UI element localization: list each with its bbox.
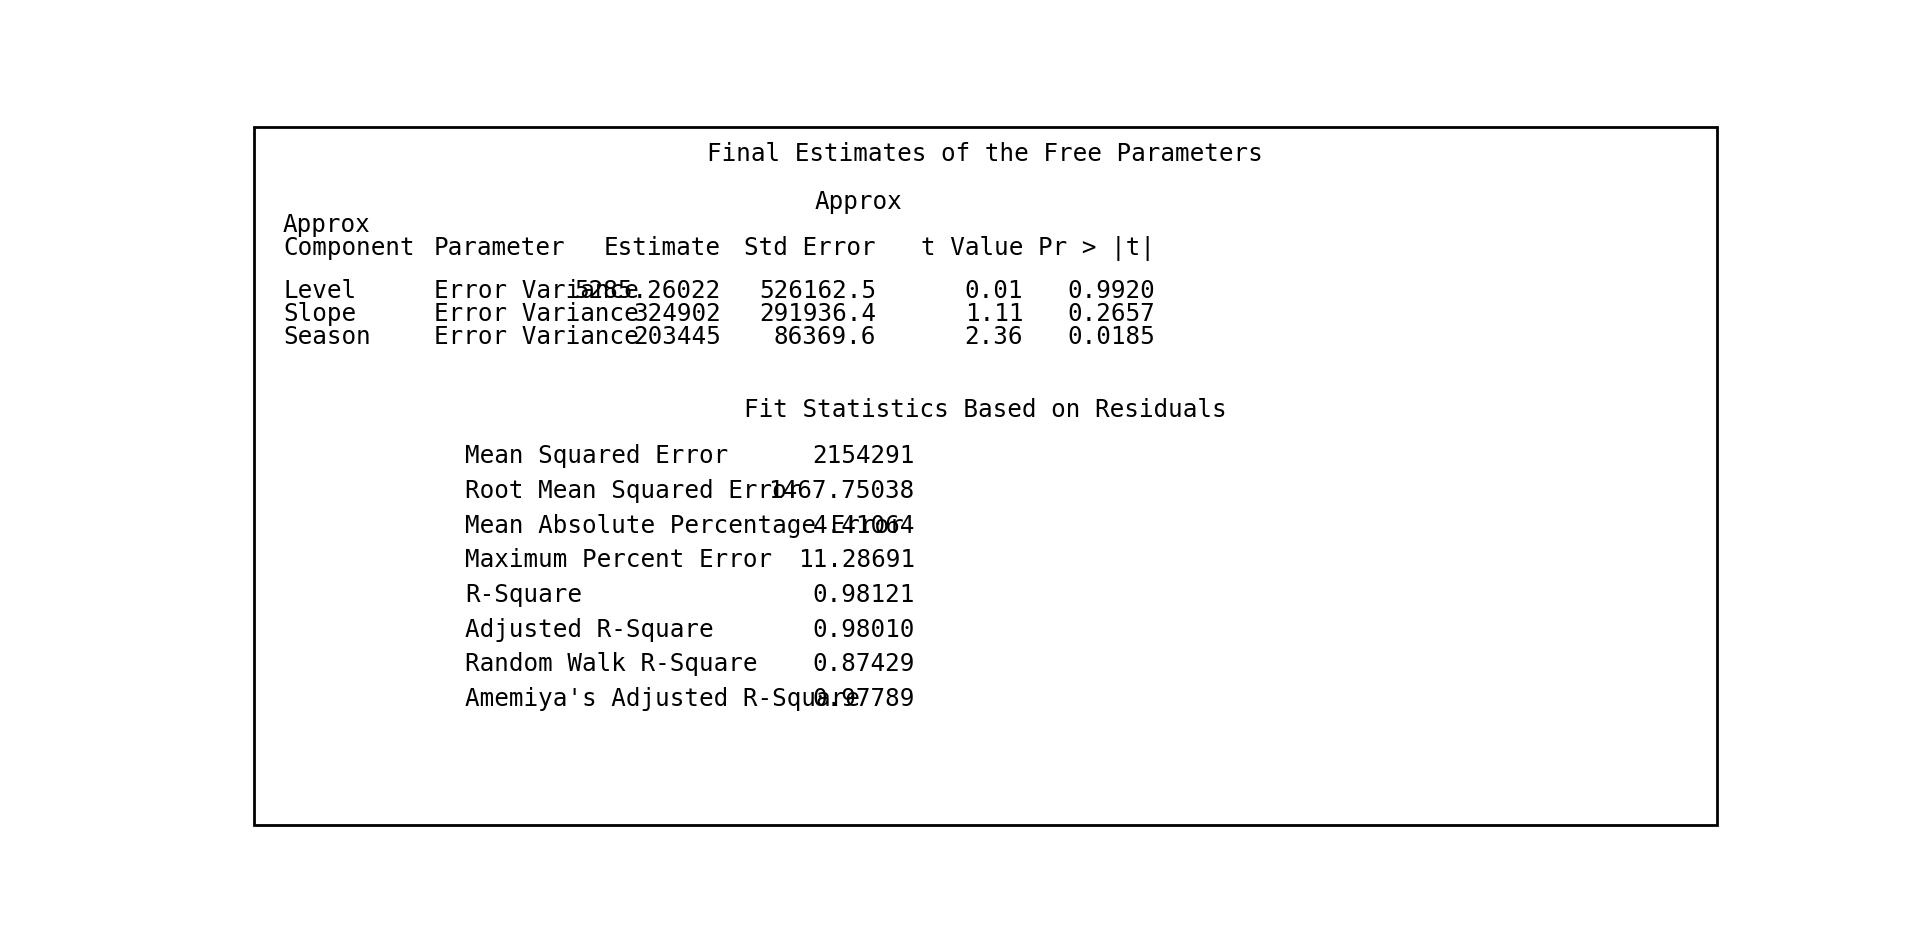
Text: Level: Level	[283, 279, 356, 303]
Text: 0.0185: 0.0185	[1067, 325, 1156, 349]
Text: Season: Season	[283, 325, 371, 349]
Text: 11.28691: 11.28691	[798, 548, 915, 572]
Text: t Value: t Value	[921, 237, 1023, 260]
Text: 86369.6: 86369.6	[773, 325, 875, 349]
Text: 1.11: 1.11	[965, 302, 1023, 326]
Text: Pr > |t|: Pr > |t|	[1038, 237, 1156, 261]
Text: 0.2657: 0.2657	[1067, 302, 1156, 326]
Text: Slope: Slope	[283, 302, 356, 326]
Text: 1467.75038: 1467.75038	[769, 479, 915, 503]
Text: 2.36: 2.36	[965, 325, 1023, 349]
Text: Approx: Approx	[283, 213, 371, 238]
Text: 5285.26022: 5285.26022	[575, 279, 721, 303]
Text: 526162.5: 526162.5	[760, 279, 875, 303]
Text: Fit Statistics Based on Residuals: Fit Statistics Based on Residuals	[744, 398, 1227, 422]
Text: 2154291: 2154291	[812, 444, 915, 469]
Text: 0.87429: 0.87429	[812, 653, 915, 676]
Text: 203445: 203445	[633, 325, 721, 349]
Text: 291936.4: 291936.4	[760, 302, 875, 326]
Text: 0.9920: 0.9920	[1067, 279, 1156, 303]
Text: Approx: Approx	[815, 190, 902, 214]
Text: Error Variance: Error Variance	[435, 302, 638, 326]
Text: Estimate: Estimate	[604, 237, 721, 260]
Text: 0.01: 0.01	[965, 279, 1023, 303]
Text: R-Square: R-Square	[465, 583, 583, 607]
Text: 324902: 324902	[633, 302, 721, 326]
Text: Mean Squared Error: Mean Squared Error	[465, 444, 729, 469]
Text: Std Error: Std Error	[744, 237, 875, 260]
Text: 4.41064: 4.41064	[812, 514, 915, 538]
Text: Error Variance: Error Variance	[435, 325, 638, 349]
Text: 0.98121: 0.98121	[812, 583, 915, 607]
Text: 0.98010: 0.98010	[812, 618, 915, 641]
Text: Component: Component	[283, 237, 415, 260]
Text: Final Estimates of the Free Parameters: Final Estimates of the Free Parameters	[708, 142, 1263, 166]
Text: Adjusted R-Square: Adjusted R-Square	[465, 618, 713, 641]
Text: Parameter: Parameter	[435, 237, 565, 260]
Text: Amemiya's Adjusted R-Square: Amemiya's Adjusted R-Square	[465, 687, 860, 711]
Text: Mean Absolute Percentage Error: Mean Absolute Percentage Error	[465, 514, 904, 538]
Text: Root Mean Squared Error: Root Mean Squared Error	[465, 479, 802, 503]
Text: 0.97789: 0.97789	[812, 687, 915, 711]
Text: Random Walk R-Square: Random Walk R-Square	[465, 653, 758, 676]
Text: Error Variance: Error Variance	[435, 279, 638, 303]
Text: Maximum Percent Error: Maximum Percent Error	[465, 548, 773, 572]
